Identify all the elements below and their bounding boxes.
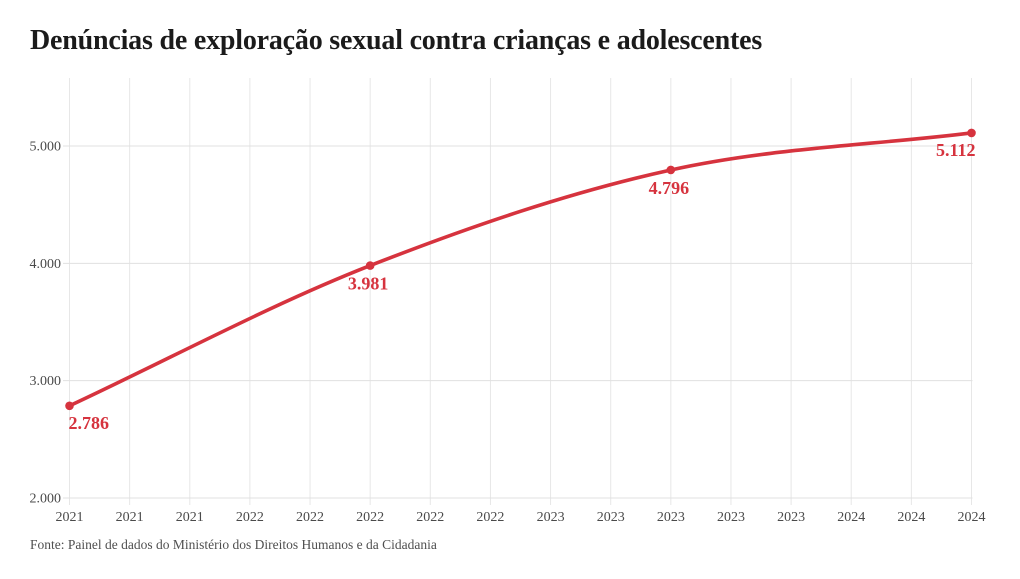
data-point-label: 3.981 [348,274,389,294]
x-gridlines [69,78,972,505]
data-point-label: 2.786 [69,413,110,433]
x-tick-label: 2023 [537,510,565,525]
chart-title: Denúncias de exploração sexual contra cr… [30,25,763,56]
data-points [65,128,976,411]
x-tick-label: 2023 [657,510,685,525]
data-point-label: 4.796 [649,178,690,198]
x-tick-label: 2024 [958,510,986,525]
data-point-label: 5.112 [936,140,976,160]
x-tick-label: 2021 [116,510,144,525]
y-tick-label: 3.000 [30,374,62,389]
x-tick-label: 2022 [416,510,444,525]
x-tick-label: 2022 [476,510,504,525]
x-tick-label: 2021 [176,510,204,525]
x-tick-label: 2024 [897,510,925,525]
x-tick-label: 2023 [597,510,625,525]
data-point-labels: 2.786 3.981 4.796 5.112 [69,140,976,433]
x-tick-label: 2022 [236,510,264,525]
y-tick-labels: 2.000 3.000 4.000 5.000 [30,140,62,507]
data-point [365,261,375,270]
y-tick-label: 5.000 [30,140,62,155]
x-tick-label: 2022 [356,510,384,525]
source-note: Fonte: Painel de dados do Ministério dos… [30,537,437,552]
y-tick-label: 4.000 [30,257,62,272]
x-tick-label: 2021 [56,510,84,525]
x-tick-label: 2022 [296,510,324,525]
x-tick-label: 2023 [717,510,745,525]
y-tick-label: 2.000 [30,492,62,507]
series-line [67,131,974,408]
data-point [666,165,676,175]
series-path [67,131,974,408]
data-point [65,401,74,411]
y-gridlines [63,145,973,499]
x-tick-label: 2024 [837,510,865,525]
data-point [967,128,976,138]
x-tick-labels: 2021 2021 2021 2022 2022 2022 2022 2022 2023 2023… [56,510,986,525]
x-tick-label: 2023 [777,510,805,525]
